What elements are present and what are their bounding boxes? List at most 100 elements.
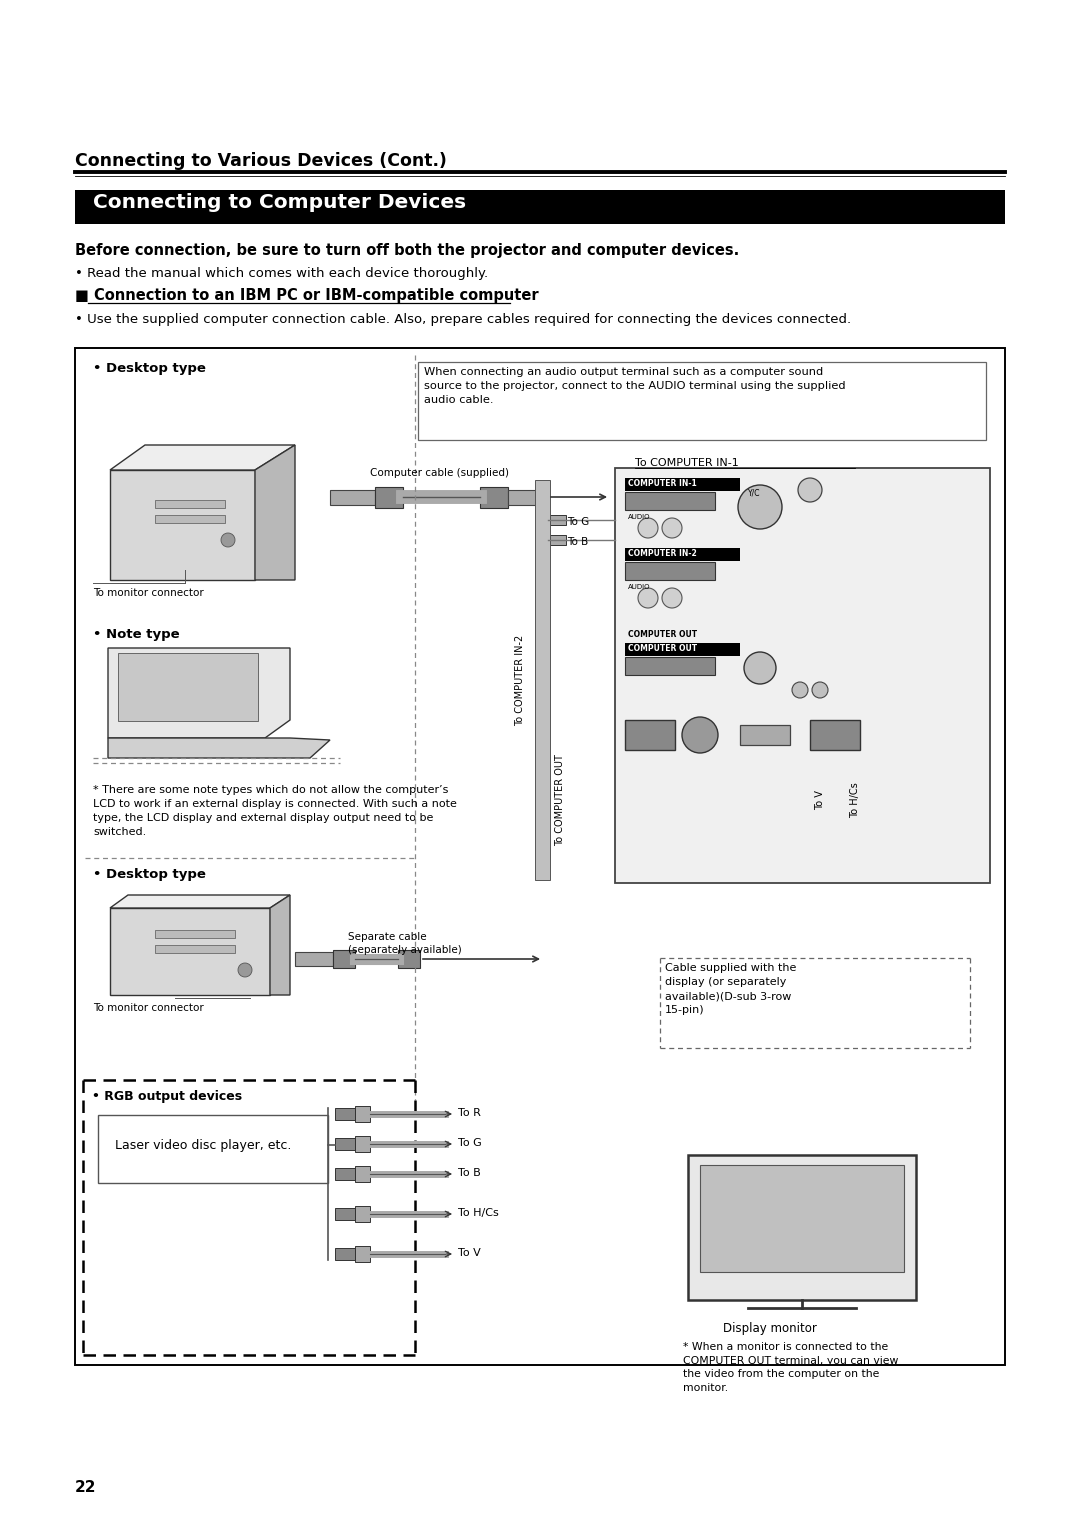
FancyBboxPatch shape [355,1166,370,1183]
FancyBboxPatch shape [98,1115,328,1183]
FancyBboxPatch shape [615,468,990,883]
Text: Computer cable (supplied): Computer cable (supplied) [370,468,509,478]
FancyBboxPatch shape [399,950,420,969]
FancyBboxPatch shape [548,515,566,526]
Text: To monitor connector: To monitor connector [93,1002,204,1013]
Polygon shape [110,471,255,581]
FancyBboxPatch shape [75,348,1005,1365]
FancyBboxPatch shape [418,362,986,440]
Polygon shape [110,895,291,908]
FancyBboxPatch shape [740,724,789,746]
Text: To H/Cs: To H/Cs [850,782,860,817]
Text: • Use the supplied computer connection cable. Also, prepare cables required for : • Use the supplied computer connection c… [75,313,851,325]
FancyBboxPatch shape [625,478,740,490]
FancyBboxPatch shape [156,515,225,523]
Circle shape [812,681,828,698]
FancyBboxPatch shape [118,652,258,721]
Text: COMPUTER OUT: COMPUTER OUT [627,643,697,652]
FancyBboxPatch shape [480,487,508,507]
FancyBboxPatch shape [355,1135,370,1152]
FancyBboxPatch shape [335,1108,355,1120]
FancyBboxPatch shape [625,562,715,581]
FancyBboxPatch shape [335,1209,355,1219]
Circle shape [638,518,658,538]
Text: Before connection, be sure to turn off both the projector and computer devices.: Before connection, be sure to turn off b… [75,243,739,258]
Text: To H/Cs: To H/Cs [458,1209,499,1218]
Text: Connecting to Various Devices (Cont.): Connecting to Various Devices (Cont.) [75,151,447,170]
Text: Separate cable
(separately available): Separate cable (separately available) [348,932,462,955]
FancyBboxPatch shape [355,1206,370,1222]
Circle shape [662,588,681,608]
Text: To COMPUTER IN-2: To COMPUTER IN-2 [515,634,525,726]
Text: To monitor connector: To monitor connector [93,588,204,597]
Polygon shape [108,648,291,738]
FancyBboxPatch shape [688,1155,916,1300]
FancyBboxPatch shape [548,535,566,545]
Text: To G: To G [567,516,590,527]
FancyBboxPatch shape [330,490,375,504]
FancyBboxPatch shape [75,189,1005,225]
Polygon shape [270,895,291,995]
Text: COMPUTER IN-2: COMPUTER IN-2 [627,549,697,558]
FancyBboxPatch shape [508,490,548,504]
Circle shape [744,652,777,685]
Polygon shape [255,445,295,581]
FancyBboxPatch shape [625,657,715,675]
Circle shape [798,478,822,503]
Text: COMPUTER OUT: COMPUTER OUT [627,630,697,639]
Text: Cable supplied with the
display (or separately
available)(D-sub 3-row
15-pin): Cable supplied with the display (or sepa… [665,963,796,1015]
FancyBboxPatch shape [355,1106,370,1122]
Text: AUDIO: AUDIO [627,513,650,520]
Circle shape [662,518,681,538]
Text: • Desktop type: • Desktop type [93,868,206,882]
Circle shape [638,588,658,608]
FancyBboxPatch shape [535,480,550,880]
Text: To B: To B [458,1167,481,1178]
FancyBboxPatch shape [335,1167,355,1180]
Text: To V: To V [815,790,825,810]
Circle shape [792,681,808,698]
Text: To B: To B [567,536,589,547]
Circle shape [738,484,782,529]
Text: To G: To G [458,1138,482,1148]
Text: * There are some note types which do not allow the computer’s
LCD to work if an : * There are some note types which do not… [93,785,457,837]
Text: • Read the manual which comes with each device thoroughly.: • Read the manual which comes with each … [75,267,488,280]
FancyBboxPatch shape [700,1164,904,1271]
Text: To V: To V [458,1248,481,1258]
FancyBboxPatch shape [156,944,235,953]
Circle shape [238,963,252,976]
FancyBboxPatch shape [625,492,715,510]
FancyBboxPatch shape [355,1245,370,1262]
FancyBboxPatch shape [333,950,355,969]
Text: • RGB output devices: • RGB output devices [92,1089,242,1103]
FancyBboxPatch shape [156,931,235,938]
FancyBboxPatch shape [295,952,333,966]
FancyBboxPatch shape [625,720,675,750]
Text: 22: 22 [75,1481,96,1494]
Polygon shape [110,445,295,471]
FancyBboxPatch shape [335,1138,355,1151]
Text: To R: To R [458,1108,481,1118]
Text: Display monitor: Display monitor [723,1322,816,1335]
Text: When connecting an audio output terminal such as a computer sound
source to the : When connecting an audio output terminal… [424,367,846,405]
Polygon shape [108,738,330,758]
FancyBboxPatch shape [625,643,740,656]
Text: Laser video disc player, etc.: Laser video disc player, etc. [114,1138,292,1152]
Text: Y/C: Y/C [748,487,760,497]
Text: Connecting to Computer Devices: Connecting to Computer Devices [93,193,467,212]
Text: COMPUTER IN-1: COMPUTER IN-1 [627,478,697,487]
Text: AUDIO: AUDIO [627,584,650,590]
FancyBboxPatch shape [625,549,740,561]
Text: • Note type: • Note type [93,628,179,642]
FancyBboxPatch shape [156,500,225,507]
FancyBboxPatch shape [335,1248,355,1261]
Circle shape [681,717,718,753]
FancyBboxPatch shape [810,720,860,750]
Text: To COMPUTER IN-1: To COMPUTER IN-1 [635,458,739,468]
Circle shape [221,533,235,547]
Text: To COMPUTER OUT: To COMPUTER OUT [555,753,565,847]
Text: ■ Connection to an IBM PC or IBM-compatible computer: ■ Connection to an IBM PC or IBM-compati… [75,287,539,303]
Text: • Desktop type: • Desktop type [93,362,206,374]
Polygon shape [110,908,270,995]
FancyBboxPatch shape [375,487,403,507]
